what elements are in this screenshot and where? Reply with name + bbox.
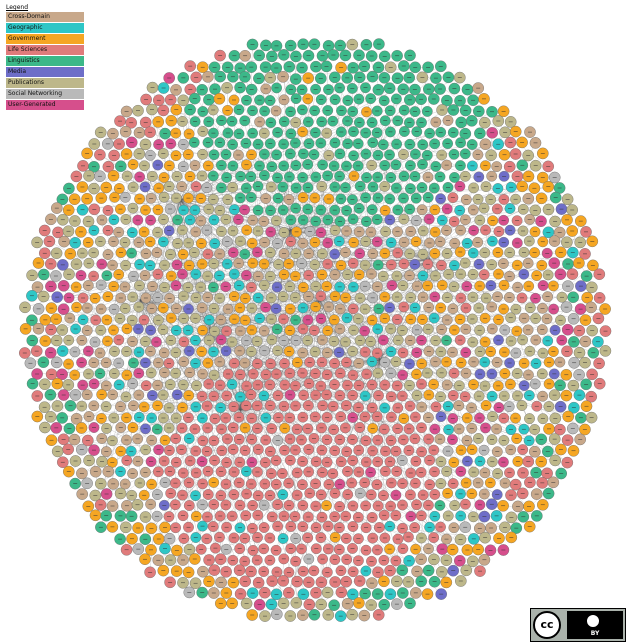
cc-by-license-badge[interactable]: cc BY — [530, 608, 626, 642]
legend-item-life-sciences: Life Sciences — [6, 45, 84, 55]
legend-item-geographic: Geographic — [6, 23, 84, 33]
cc-by-label: BY — [590, 630, 600, 637]
legend-item-publications: Publications — [6, 78, 84, 88]
legend: Legend Cross-Domain Geographic Governmen… — [6, 4, 84, 111]
attribution-person-icon — [585, 613, 601, 629]
node-layer — [18, 38, 612, 622]
legend-item-government: Government — [6, 34, 84, 44]
legend-item-cross-domain: Cross-Domain — [6, 12, 84, 22]
legend-item-user-generated: User-Generated — [6, 100, 84, 110]
legend-item-media: Media — [6, 67, 84, 77]
legend-item-social-networking: Social Networking — [6, 89, 84, 99]
cc-icon: cc — [533, 611, 561, 639]
legend-item-linguistics: Linguistics — [6, 56, 84, 66]
legend-title: Legend — [6, 4, 29, 11]
